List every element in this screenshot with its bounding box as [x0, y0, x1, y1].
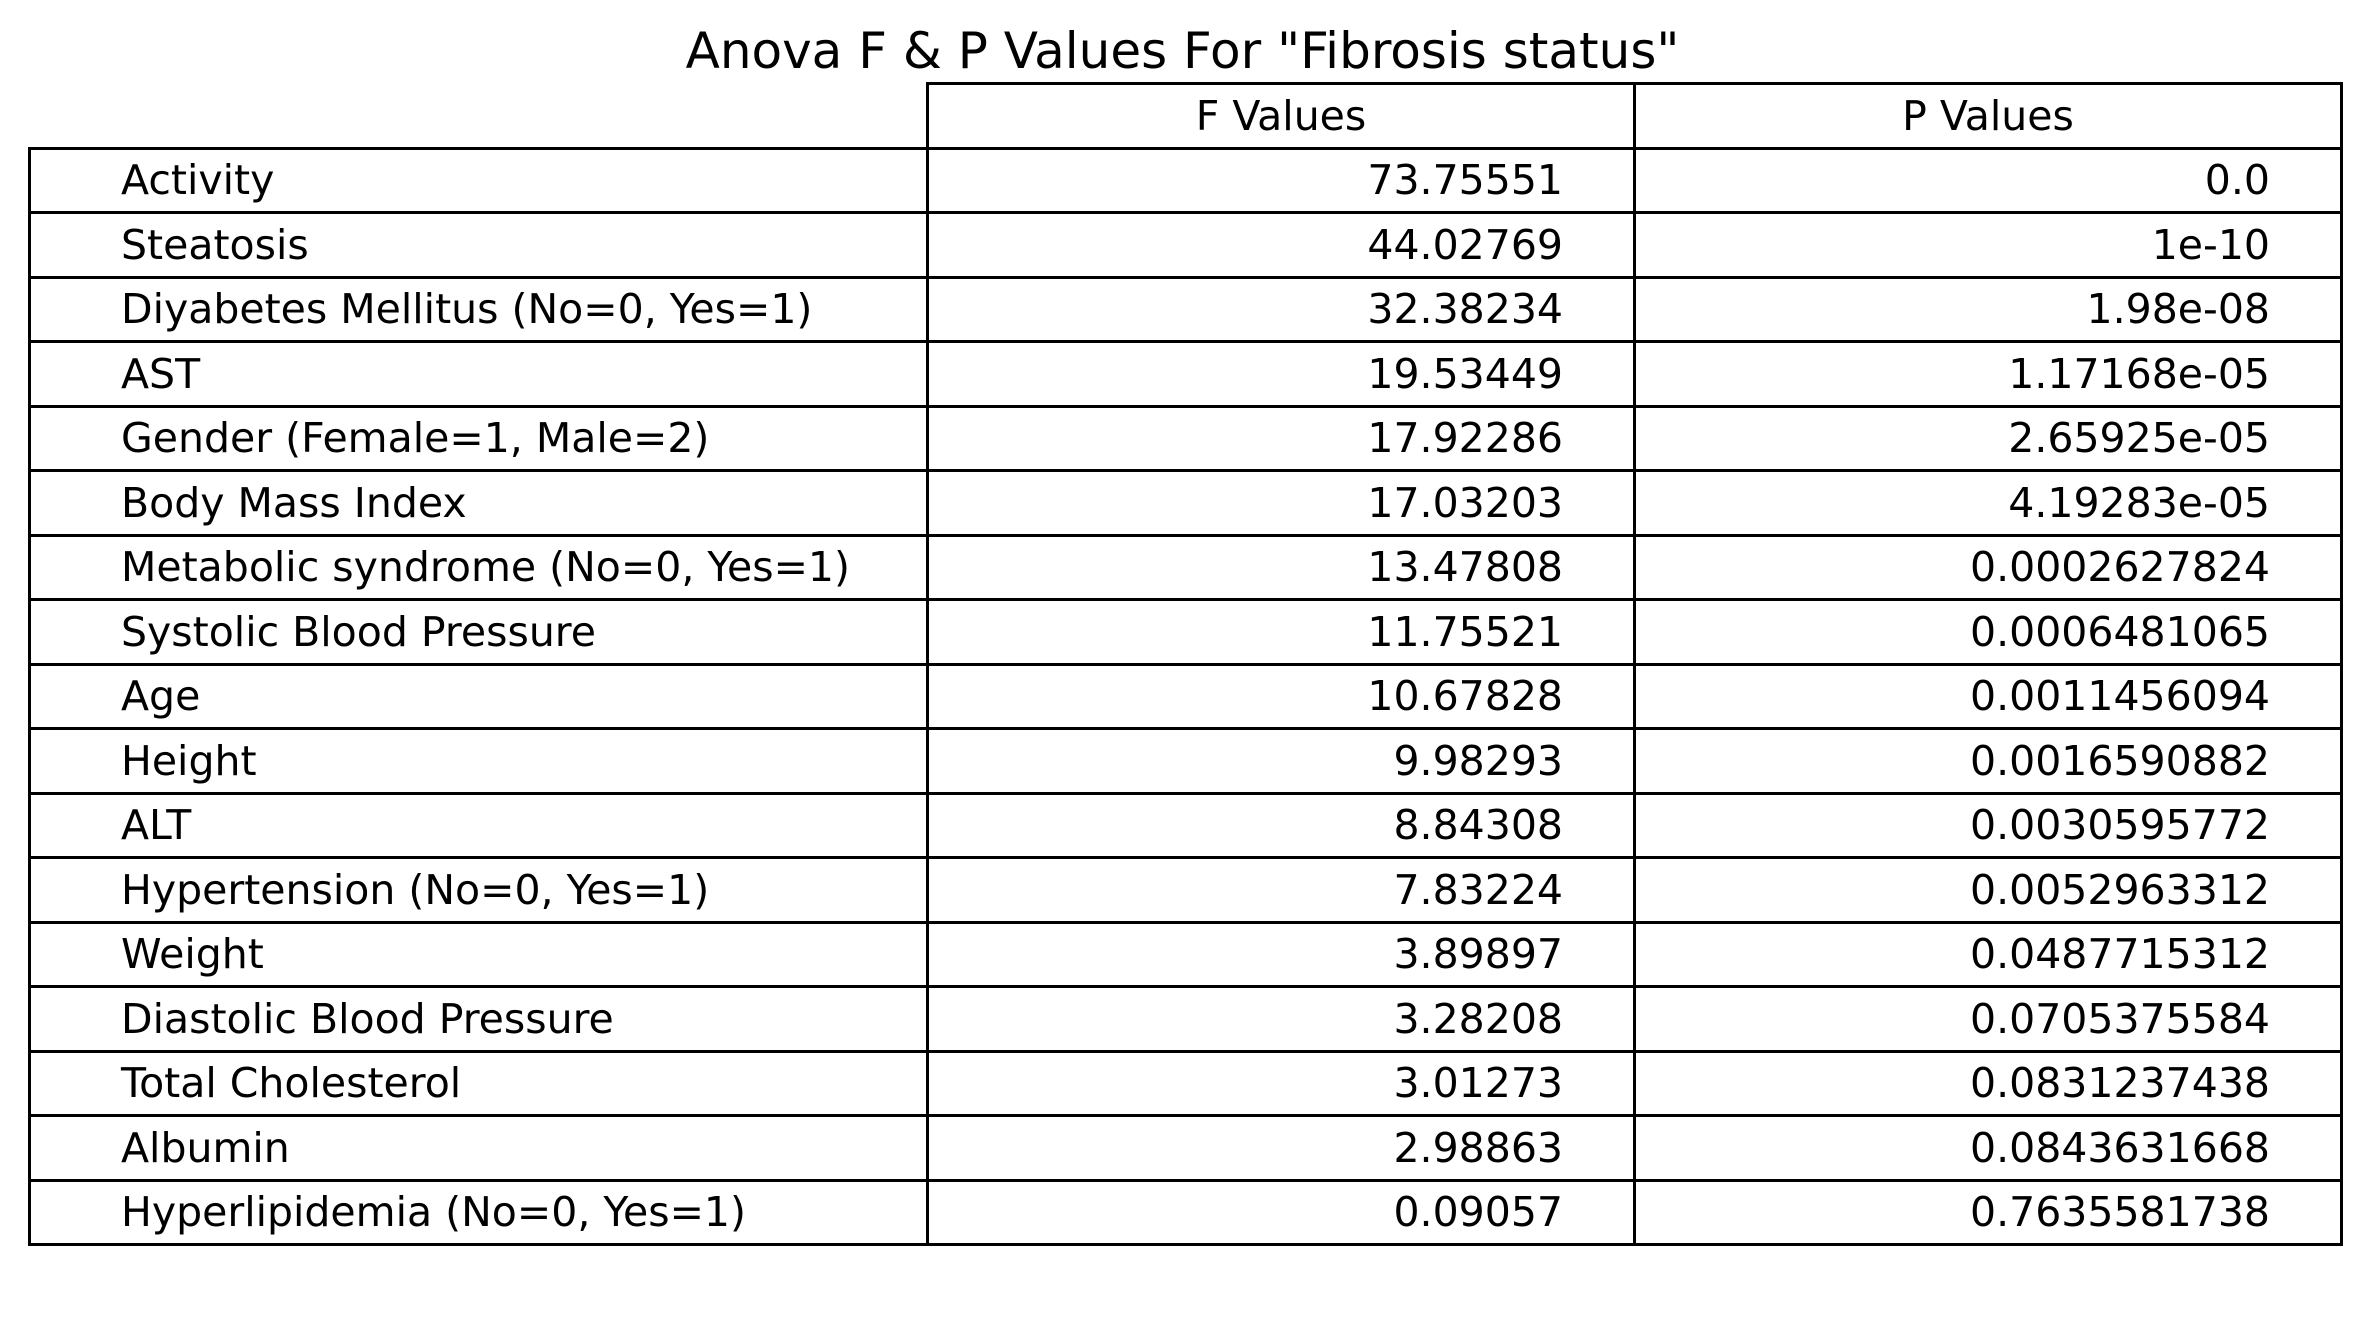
- row-label: ALT: [28, 791, 929, 859]
- table-row: Steatosis 44.02769 1e-10: [28, 211, 2343, 279]
- p-value-cell: 0.0002627824: [1633, 533, 2343, 601]
- p-value-cell: 1e-10: [1633, 211, 2343, 279]
- p-value-cell: 0.0: [1633, 146, 2343, 214]
- row-label: Diastolic Blood Pressure: [28, 985, 929, 1053]
- column-header-p-values: P Values: [1633, 82, 2343, 150]
- table-row: Weight 3.89897 0.0487715312: [28, 920, 2343, 988]
- f-value-cell: 0.09057: [926, 1178, 1636, 1246]
- table-row: Body Mass Index 17.03203 4.19283e-05: [28, 469, 2343, 537]
- row-label: Gender (Female=1, Male=2): [28, 404, 929, 472]
- f-value-cell: 2.98863: [926, 1114, 1636, 1182]
- table-row: AST 19.53449 1.17168e-05: [28, 340, 2343, 408]
- p-value-cell: 4.19283e-05: [1633, 469, 2343, 537]
- table-row: Diastolic Blood Pressure 3.28208 0.0705375…: [28, 985, 2343, 1053]
- f-value-cell: 10.67828: [926, 662, 1636, 730]
- row-label: Hyperlipidemia (No=0, Yes=1): [28, 1178, 929, 1246]
- f-value-cell: 8.84308: [926, 791, 1636, 859]
- p-value-cell: 1.17168e-05: [1633, 340, 2343, 408]
- f-value-cell: 19.53449: [926, 340, 1636, 408]
- column-header-f-values: F Values: [926, 82, 1636, 150]
- table-title: Anova F & P Values For "Fibrosis status": [685, 22, 1680, 80]
- table-row: Metabolic syndrome (No=0, Yes=1) 13.47808…: [28, 533, 2343, 601]
- table-row: Systolic Blood Pressure 11.75521 0.0006481…: [28, 598, 2343, 666]
- row-label: Activity: [28, 146, 929, 214]
- table-row: Gender (Female=1, Male=2) 17.92286 2.65925…: [28, 404, 2343, 472]
- row-label: Metabolic syndrome (No=0, Yes=1): [28, 533, 929, 601]
- f-value-cell: 73.75551: [926, 146, 1636, 214]
- p-value-cell: 1.98e-08: [1633, 275, 2343, 343]
- table-row: Height 9.98293 0.0016590882: [28, 727, 2343, 795]
- f-value-cell: 11.75521: [926, 598, 1636, 666]
- f-value-cell: 13.47808: [926, 533, 1636, 601]
- p-value-cell: 0.0831237438: [1633, 1049, 2343, 1117]
- row-label: Weight: [28, 920, 929, 988]
- f-value-cell: 44.02769: [926, 211, 1636, 279]
- table-body: Activity 73.75551 0.0 Steatosis 44.02769 1e-1…: [28, 146, 2343, 1246]
- table-row: Total Cholesterol 3.01273 0.0831237438: [28, 1049, 2343, 1117]
- f-value-cell: 17.92286: [926, 404, 1636, 472]
- p-value-cell: 0.0705375584: [1633, 985, 2343, 1053]
- p-value-cell: 0.0843631668: [1633, 1114, 2343, 1182]
- table-row: Activity 73.75551 0.0: [28, 146, 2343, 214]
- table-row: Diyabetes Mellitus (No=0, Yes=1) 32.38234…: [28, 275, 2343, 343]
- p-value-cell: 0.0011456094: [1633, 662, 2343, 730]
- table-row: Hypertension (No=0, Yes=1) 7.83224 0.00529…: [28, 856, 2343, 924]
- p-value-cell: 0.0487715312: [1633, 920, 2343, 988]
- p-value-cell: 0.0006481065: [1633, 598, 2343, 666]
- row-label: Albumin: [28, 1114, 929, 1182]
- p-value-cell: 0.0030595772: [1633, 791, 2343, 859]
- table-row: Age 10.67828 0.0011456094: [28, 662, 2343, 730]
- f-value-cell: 7.83224: [926, 856, 1636, 924]
- corner-cell: [30, 84, 928, 149]
- table-row: ALT 8.84308 0.0030595772: [28, 791, 2343, 859]
- table-row: Albumin 2.98863 0.0843631668: [28, 1114, 2343, 1182]
- p-value-cell: 0.7635581738: [1633, 1178, 2343, 1246]
- f-value-cell: 3.01273: [926, 1049, 1636, 1117]
- row-label: Hypertension (No=0, Yes=1): [28, 856, 929, 924]
- p-value-cell: 2.65925e-05: [1633, 404, 2343, 472]
- f-value-cell: 32.38234: [926, 275, 1636, 343]
- table-row: Hyperlipidemia (No=0, Yes=1) 0.09057 0.763…: [28, 1178, 2343, 1246]
- row-label: Diyabetes Mellitus (No=0, Yes=1): [28, 275, 929, 343]
- row-label: Body Mass Index: [28, 469, 929, 537]
- row-label: Steatosis: [28, 211, 929, 279]
- row-label: Height: [28, 727, 929, 795]
- f-value-cell: 3.28208: [926, 985, 1636, 1053]
- p-value-cell: 0.0016590882: [1633, 727, 2343, 795]
- f-value-cell: 9.98293: [926, 727, 1636, 795]
- f-value-cell: 17.03203: [926, 469, 1636, 537]
- header-row: F Values P Values: [30, 82, 2343, 150]
- anova-table: F Values P Values Activity 73.75551 0.0 Ste…: [28, 82, 2343, 1246]
- row-label: AST: [28, 340, 929, 408]
- row-label: Systolic Blood Pressure: [28, 598, 929, 666]
- f-value-cell: 3.89897: [926, 920, 1636, 988]
- row-label: Total Cholesterol: [28, 1049, 929, 1117]
- row-label: Age: [28, 662, 929, 730]
- p-value-cell: 0.0052963312: [1633, 856, 2343, 924]
